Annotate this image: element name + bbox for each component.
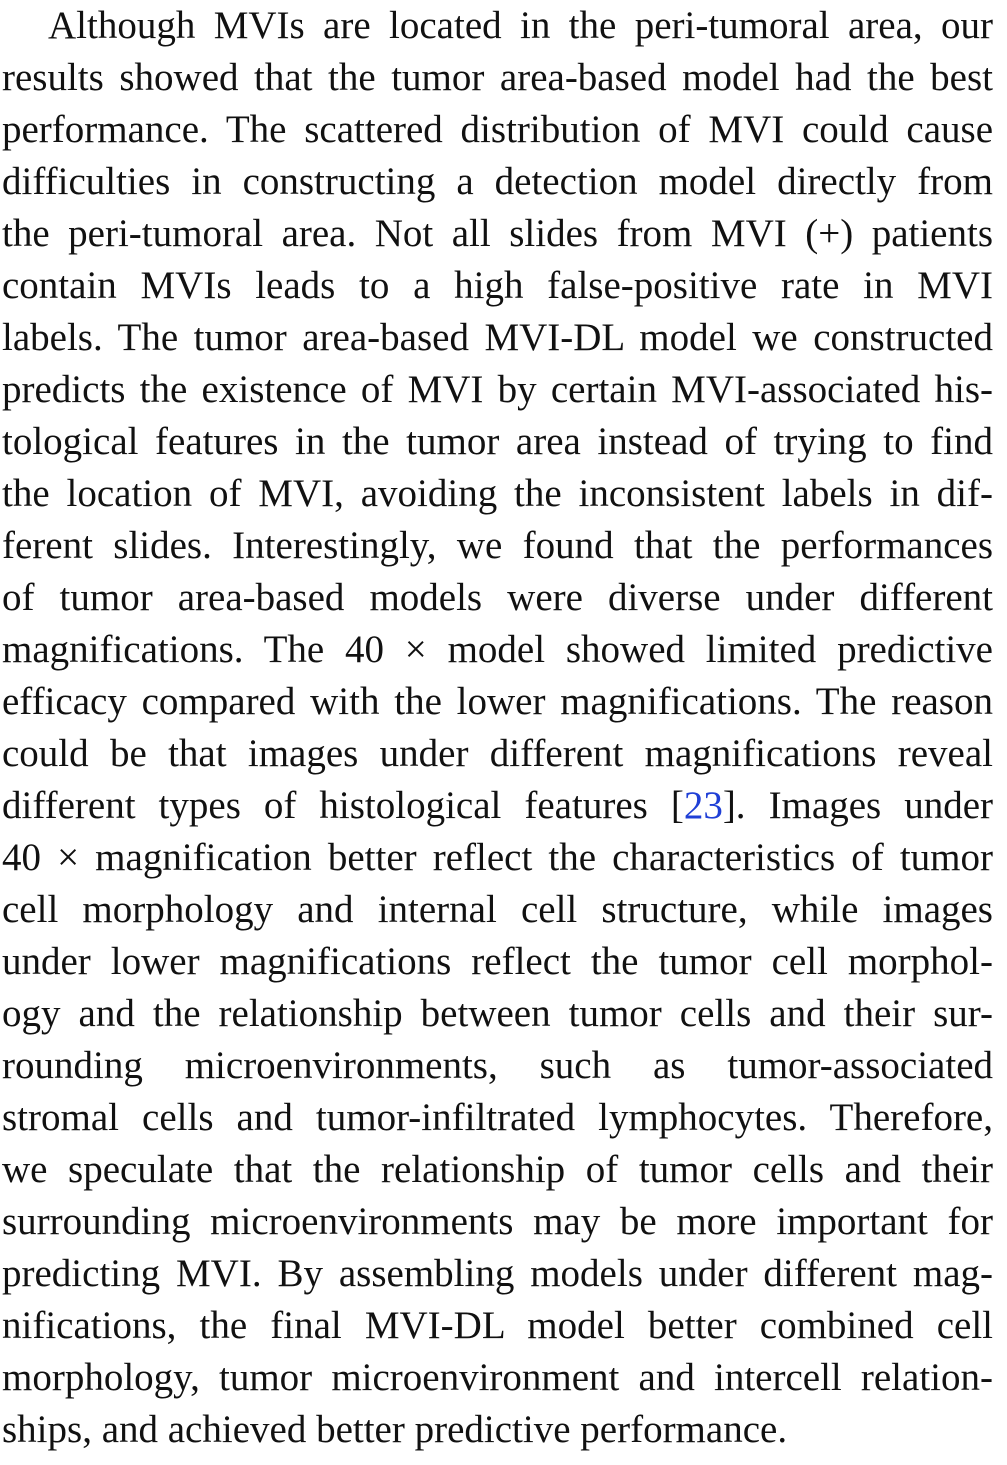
text-line: tological features in the tumor area ins… <box>2 420 993 463</box>
text-line: could be that images under different mag… <box>2 732 993 775</box>
text-line: stromal cells and tumor-infiltrated lymp… <box>2 1096 993 1139</box>
text-line: results showed that the tumor area-based… <box>2 56 993 99</box>
text-line: 40 × magnification better reflect the ch… <box>2 836 993 879</box>
text-line: morphology, tumor microenvironment and i… <box>2 1356 993 1399</box>
text-line: the location of MVI, avoiding the incons… <box>2 472 993 515</box>
text-line: surrounding microenvironments may be mor… <box>2 1200 993 1243</box>
text-line: nifications, the final MVI-DL model bett… <box>2 1304 993 1347</box>
text-line: performance. The scattered distribution … <box>2 108 993 151</box>
text-fragment: ]. Images under <box>722 784 993 827</box>
text-line: efficacy compared with the lower magnifi… <box>2 680 993 723</box>
text-line: rounding microenvironments, such as tumo… <box>2 1044 993 1087</box>
text-line: labels. The tumor area-based MVI-DL mode… <box>2 316 993 359</box>
text-line: under lower magnifications reflect the t… <box>2 940 993 983</box>
text-line: ferent slides. Interestingly, we found t… <box>2 524 993 567</box>
text-line: ogy and the relationship between tumor c… <box>2 992 993 1035</box>
text-line: magnifications. The 40 × model showed li… <box>2 628 993 671</box>
text-fragment: different types of histological features… <box>2 784 684 827</box>
text-line: we speculate that the relationship of tu… <box>2 1148 993 1191</box>
text-line: contain MVIs leads to a high false-posit… <box>2 264 993 307</box>
text-line: cell morphology and internal cell struct… <box>2 888 993 931</box>
text-line: different types of histological features… <box>2 780 993 832</box>
text-line: predicting MVI. By assembling models und… <box>2 1252 993 1295</box>
text-line: the peri-tumoral area. Not all slides fr… <box>2 212 993 255</box>
text-line: ships, and achieved better predictive pe… <box>2 1408 788 1451</box>
text-line: predicts the existence of MVI by certain… <box>2 368 993 411</box>
text-line: difficulties in constructing a detection… <box>2 160 993 203</box>
text-line: Although MVIs are located in the peri-tu… <box>48 4 993 47</box>
citation-link[interactable]: 23 <box>683 784 723 827</box>
text-line: of tumor area-based models were diverse … <box>2 576 993 619</box>
